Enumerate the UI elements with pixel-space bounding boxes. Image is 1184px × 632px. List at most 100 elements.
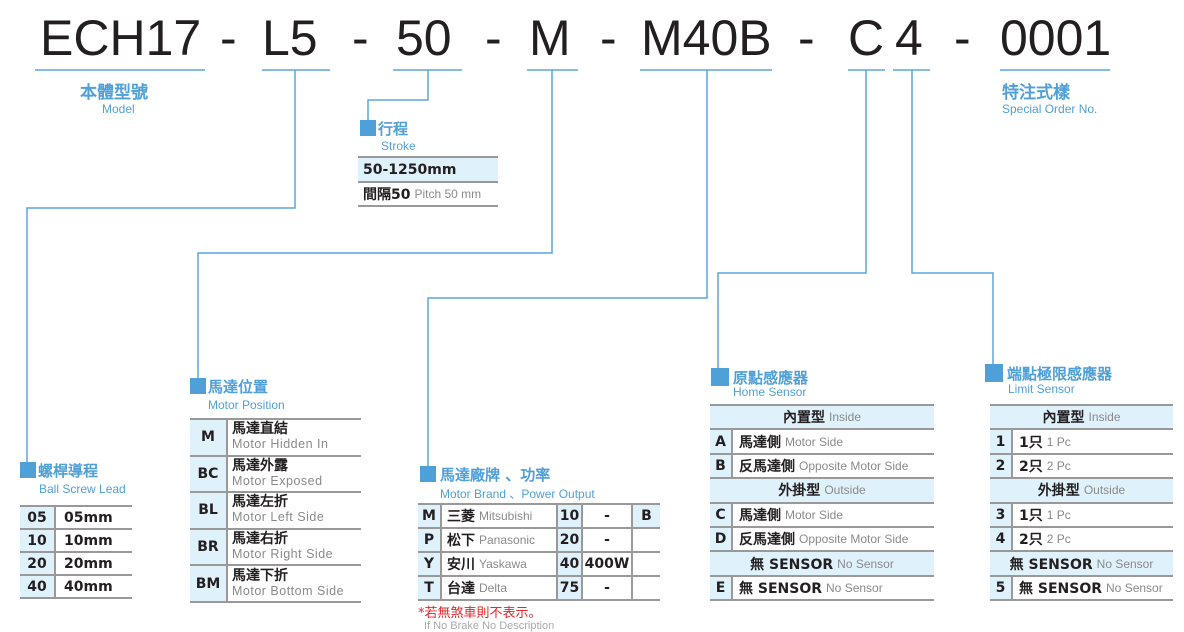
limit-code: 4 (990, 527, 1013, 551)
table-row: 3 1只 1 Pc (990, 503, 1173, 528)
home-title: 原點感應器 (733, 369, 809, 387)
limit-en: 1 Pc (1046, 507, 1071, 522)
limit-zh: 2只 (1019, 532, 1043, 549)
table-row: 05 05mm (20, 507, 132, 530)
seg-model: ECH17 (40, 10, 202, 66)
model-title: 本體型號 (80, 83, 148, 103)
section-en: Outside (1083, 483, 1126, 498)
stroke-sub: Stroke (381, 139, 416, 153)
position-zh: 馬達直結 (232, 421, 288, 438)
seg-dash: - (798, 10, 815, 66)
seg-lead: L5 (262, 10, 318, 66)
table-row: BC 馬達外露 Motor Exposed (190, 456, 361, 494)
bullet-icon (711, 368, 729, 386)
position-table: M 馬達直結 Motor Hidden In BC 馬達外露 Motor Exposed B… (190, 418, 361, 603)
seg-dash: - (352, 10, 369, 66)
bullet-icon (360, 120, 376, 136)
table-row: 4 2只 2 Pc (990, 527, 1173, 553)
stroke-pitch-en: Pitch 50 mm (414, 187, 482, 201)
home-code: C (710, 503, 733, 526)
lead-value: 10mm (64, 532, 113, 549)
position-code: M (190, 420, 228, 455)
limit-en: 2 Pc (1046, 458, 1071, 473)
home-en: Motor Side (785, 434, 844, 449)
bullet-icon (190, 378, 206, 394)
limit-en: 1 Pc (1046, 434, 1071, 449)
table-row: B 反馬達側 Opposite Motor Side (710, 454, 934, 480)
home-zh: 無 SENSOR (739, 580, 823, 597)
table-row: BL 馬達左折 Motor Left Side (190, 493, 361, 530)
stroke-pitch: 間隔50 (363, 187, 411, 203)
seg-dash: - (600, 10, 617, 66)
section-header: 內置型 Inside (710, 406, 934, 431)
brand-en: Yaskawa (479, 557, 527, 571)
section-header: 外掛型 Outside (710, 479, 934, 504)
home-en: Motor Side (785, 507, 844, 522)
section-en: No Sensor (1096, 556, 1154, 571)
brand-table: M 三菱 Mitsubishi 10- B P 松下 Panasonic 20- Y 安川 Yaska… (418, 503, 660, 601)
lead-value: 05mm (64, 509, 113, 526)
seg-stroke: 50 (396, 10, 452, 66)
section-zh: 內置型 (1042, 410, 1085, 427)
limit-code: 1 (990, 430, 1013, 453)
power-value: - (583, 529, 633, 551)
position-en: Motor Hidden In (232, 437, 329, 452)
brand-title: 馬達廠牌 、功率 (440, 466, 551, 484)
home-zh: 反馬達側 (739, 532, 795, 549)
limit-zh: 1只 (1019, 507, 1043, 524)
seg-special: 0001 (1000, 10, 1112, 66)
limit-table: 內置型 Inside 1 1只 1 Pc 2 2只 2 Pc 外掛型 Outside 3 1只 1 Pc… (990, 404, 1173, 602)
home-code: D (710, 527, 733, 551)
brand-code: P (418, 529, 442, 551)
section-en: Outside (824, 483, 866, 498)
stroke-range: 50-1250mm (363, 161, 457, 178)
brake-cell (633, 577, 660, 599)
table-row: 5 無 SENSOR No Sensor (990, 576, 1173, 602)
home-sub: Home Sensor (733, 385, 807, 399)
lead-value: 40mm (64, 578, 113, 595)
lead-code: 40 (20, 576, 56, 597)
seg-dash: - (485, 10, 502, 66)
model-sub: Model (102, 102, 135, 116)
bullet-icon (985, 364, 1003, 382)
brand-code: Y (418, 553, 442, 575)
position-zh: 馬達下折 (232, 567, 288, 584)
brake-cell (633, 553, 660, 575)
lead-table: 05 05mm 10 10mm 20 20mm 40 40mm (20, 505, 132, 599)
table-row: 2 2只 2 Pc (990, 454, 1173, 480)
special-title: 特注式樣 (1002, 83, 1070, 103)
table-row: M 三菱 Mitsubishi 10- B (418, 505, 660, 529)
table-row: D 反馬達側 Opposite Motor Side (710, 527, 934, 553)
table-row: Y 安川 Yaskawa 40 400W (418, 553, 660, 577)
lead-sub: Ball Screw Lead (39, 482, 126, 496)
brake-note: *若無煞車則不表示。 (418, 606, 542, 621)
position-zh: 馬達右折 (232, 531, 288, 548)
table-row: BM 馬達下折 Motor Bottom Side (190, 566, 361, 603)
stroke-table: 50-1250mm 間隔50 Pitch 50 mm (358, 156, 498, 207)
position-code: BR (190, 529, 228, 565)
position-code: BM (190, 566, 228, 601)
seg-position: M (529, 10, 571, 66)
seg-dash: - (954, 10, 971, 66)
brake-note-en: If No Brake No Description (424, 620, 555, 632)
limit-zh: 1只 (1019, 434, 1043, 451)
lead-code: 05 (20, 507, 56, 528)
table-row: BR 馬達右折 Motor Right Side (190, 529, 361, 567)
brake-cell (633, 529, 660, 551)
position-code: BC (190, 456, 228, 492)
limit-en: 2 Pc (1046, 532, 1071, 547)
brand-zh: 安川 (447, 557, 475, 573)
section-header: 內置型 Inside (990, 406, 1173, 431)
limit-code: 5 (990, 576, 1013, 600)
limit-en: No Sensor (1106, 580, 1163, 595)
lead-code: 20 (20, 553, 56, 574)
lead-value: 20mm (64, 555, 113, 572)
brand-zh: 台達 (447, 581, 475, 597)
home-zh: 反馬達側 (739, 458, 795, 475)
table-row: M 馬達直結 Motor Hidden In (190, 420, 361, 457)
section-en: No Sensor (837, 556, 894, 571)
seg-limit: 4 (895, 10, 923, 66)
power-code: 40 (558, 553, 583, 575)
power-code: 10 (558, 505, 583, 527)
